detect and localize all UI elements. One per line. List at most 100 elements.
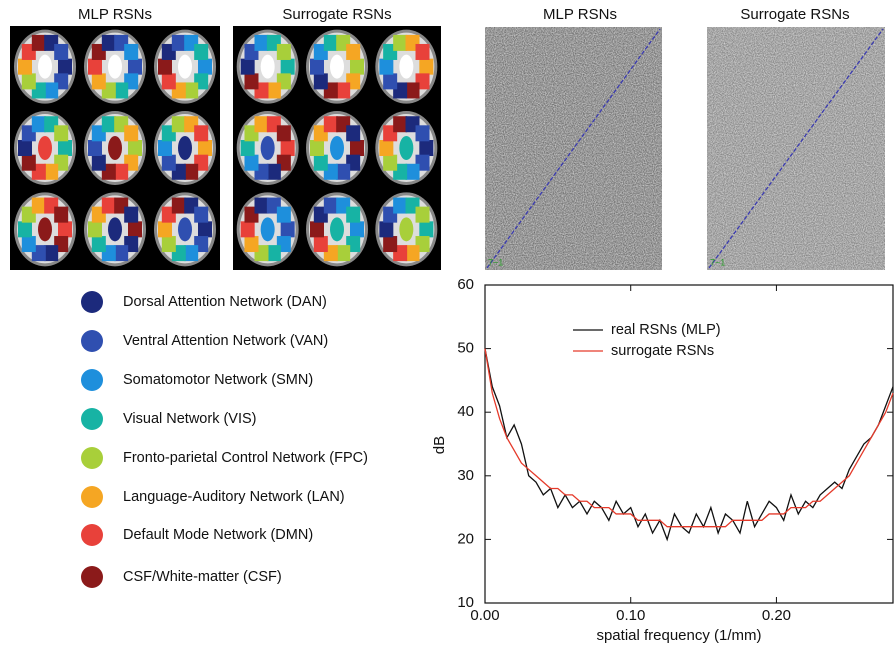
brain-region: [405, 82, 420, 99]
brain-region: [280, 140, 295, 156]
brain-region: [383, 154, 398, 171]
brain-region: [184, 245, 199, 262]
brain-slice: [236, 192, 299, 267]
brain-region: [124, 206, 139, 223]
legend-swatch: [81, 291, 103, 313]
series-line: [484, 348, 894, 528]
legend-label: Fronto-parietal Control Network (FPC): [123, 450, 368, 466]
y-tick-label: 20: [457, 530, 474, 547]
brain-region: [393, 34, 408, 51]
brain-region: [266, 82, 281, 99]
brain-region: [254, 34, 269, 51]
brain-center: [260, 136, 275, 160]
brain-slice: [306, 111, 368, 185]
x-tick-label: 0.00: [470, 607, 499, 624]
x-tick-label: 0.10: [616, 607, 645, 624]
brain-region: [336, 245, 351, 262]
panel-title: MLP RSNs: [78, 6, 152, 23]
brain-region: [184, 82, 199, 99]
brain-region: [114, 82, 129, 99]
y-axis-label: dB: [431, 436, 448, 454]
panel-title: Surrogate RSNs: [740, 6, 849, 23]
brain-slice: [236, 29, 299, 104]
brain-region: [323, 116, 338, 133]
brain-center: [178, 54, 192, 79]
brain-slice: [306, 192, 368, 267]
brain-region: [405, 163, 420, 180]
brain-region: [313, 154, 328, 171]
brain-region: [350, 140, 364, 156]
brain-slice: [154, 111, 216, 185]
brain-region: [54, 206, 69, 223]
x-tick-label: 0.20: [762, 607, 791, 624]
brain-region: [18, 140, 32, 156]
brain-center: [330, 217, 344, 242]
brain-center: [260, 54, 275, 79]
brain-slice: [14, 29, 76, 104]
legend-swatch: [81, 408, 103, 430]
brain-center: [330, 54, 344, 79]
panel-title: Surrogate RSNs: [282, 6, 391, 23]
brain-region: [240, 140, 255, 156]
brain-region: [184, 163, 199, 180]
legend-label: Somatomotor Network (SMN): [123, 372, 313, 388]
brain-region: [114, 163, 129, 180]
legend-label: Dorsal Attention Network (DAN): [123, 294, 327, 310]
brain-region: [240, 58, 255, 75]
brain-region: [161, 236, 176, 253]
brain-region: [419, 140, 434, 156]
brain-center: [108, 217, 122, 242]
brain-region: [244, 73, 259, 90]
brain-region: [88, 140, 102, 156]
network-legend: Dorsal Attention Network (DAN) Ventral At…: [81, 291, 368, 588]
brain-region: [276, 125, 291, 142]
brain-region: [313, 236, 328, 253]
brain-region: [171, 116, 186, 133]
brain-region: [54, 43, 69, 60]
brain-region: [346, 206, 361, 223]
y-tick-label: 60: [457, 276, 474, 293]
legend-swatch: [81, 330, 103, 352]
legend-swatch: [81, 447, 103, 469]
brain-region: [101, 34, 116, 51]
diagonal: [486, 28, 661, 269]
brain-region: [31, 197, 46, 214]
legend-label: CSF/White-matter (CSF): [123, 569, 282, 585]
legend-swatch: [81, 486, 103, 508]
brain-region: [88, 58, 102, 75]
brain-region: [161, 73, 176, 90]
brain-region: [171, 197, 186, 214]
brain-slice: [375, 111, 438, 185]
brain-center: [38, 217, 52, 242]
brain-center: [178, 136, 192, 160]
brain-region: [101, 116, 116, 133]
brain-region: [171, 34, 186, 51]
brain-slice: [84, 111, 146, 185]
corner-label: 7~1: [710, 257, 725, 267]
brain-region: [379, 58, 394, 75]
y-tick-label: 10: [457, 594, 474, 611]
brain-center: [399, 136, 414, 160]
brain-region: [350, 58, 364, 75]
brain-region: [280, 221, 295, 238]
brain-region: [198, 221, 212, 238]
brain-region: [18, 221, 32, 238]
brain-slice: [154, 29, 216, 104]
brain-region: [313, 73, 328, 90]
brain-region: [158, 58, 172, 75]
brain-center: [108, 136, 122, 160]
spectrum-panel: 7~1: [485, 27, 662, 270]
brain-region: [405, 245, 420, 262]
y-tick-label: 50: [457, 340, 474, 357]
brain-region: [415, 206, 430, 223]
brain-region: [419, 221, 434, 238]
brain-slice: [375, 29, 438, 104]
brain-region: [194, 125, 209, 142]
brain-region: [91, 154, 106, 171]
brain-region: [101, 197, 116, 214]
brain-center: [330, 136, 344, 160]
brain-region: [54, 125, 69, 142]
brain-center: [108, 54, 122, 79]
brain-region: [415, 125, 430, 142]
